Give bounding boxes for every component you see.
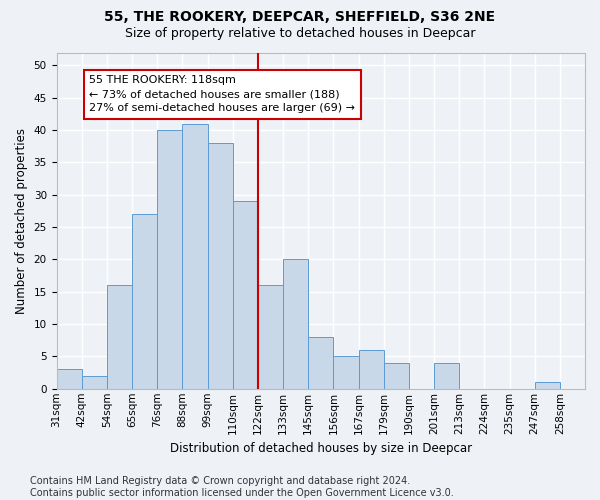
- Bar: [359, 350, 383, 389]
- Bar: [258, 286, 283, 389]
- Bar: [132, 214, 157, 389]
- Bar: [56, 370, 82, 389]
- Bar: [383, 363, 409, 389]
- Bar: [208, 143, 233, 389]
- Bar: [182, 124, 208, 389]
- Bar: [82, 376, 107, 389]
- Text: Size of property relative to detached houses in Deepcar: Size of property relative to detached ho…: [125, 28, 475, 40]
- Text: 55 THE ROOKERY: 118sqm
← 73% of detached houses are smaller (188)
27% of semi-de: 55 THE ROOKERY: 118sqm ← 73% of detached…: [89, 75, 355, 113]
- Bar: [283, 260, 308, 389]
- Bar: [334, 356, 359, 389]
- Text: Contains HM Land Registry data © Crown copyright and database right 2024.
Contai: Contains HM Land Registry data © Crown c…: [30, 476, 454, 498]
- Bar: [107, 286, 132, 389]
- X-axis label: Distribution of detached houses by size in Deepcar: Distribution of detached houses by size …: [170, 442, 472, 455]
- Bar: [308, 337, 334, 389]
- Bar: [434, 363, 459, 389]
- Bar: [535, 382, 560, 389]
- Text: 55, THE ROOKERY, DEEPCAR, SHEFFIELD, S36 2NE: 55, THE ROOKERY, DEEPCAR, SHEFFIELD, S36…: [104, 10, 496, 24]
- Bar: [157, 130, 182, 389]
- Bar: [233, 201, 258, 389]
- Y-axis label: Number of detached properties: Number of detached properties: [15, 128, 28, 314]
